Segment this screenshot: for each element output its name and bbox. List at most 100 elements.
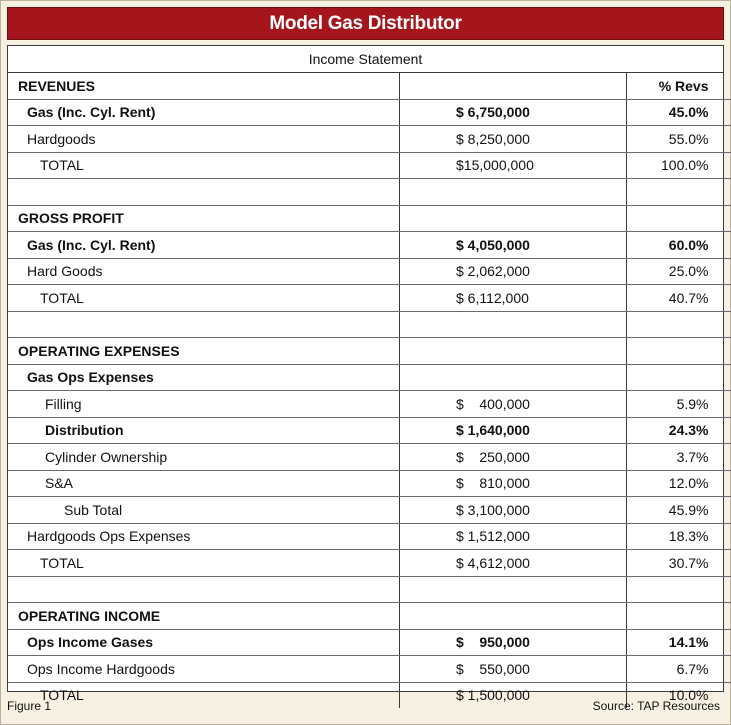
row-percent	[626, 205, 731, 232]
row-label: S&A	[8, 470, 400, 497]
row-label: OPERATING INCOME	[8, 602, 400, 630]
row-label: Gas Ops Expenses	[8, 364, 400, 391]
row-amount-cell	[399, 73, 627, 100]
table-row: TOTAL $ 1,500,000 10.0%	[8, 682, 731, 708]
row-label	[8, 576, 400, 603]
table-row: Cylinder Ownership $ 250,000 3.7%	[8, 443, 731, 471]
row-percent: 5.9%	[626, 390, 731, 418]
row-amount: $ 8,250,000	[456, 130, 530, 147]
row-label: Hardgoods Ops Expenses	[8, 523, 400, 550]
row-percent: 30.7%	[626, 549, 731, 577]
table-row	[8, 576, 731, 603]
row-amount: $ 250,000	[456, 448, 530, 465]
row-percent	[626, 337, 731, 365]
table-row: Ops Income Hardgoods $ 550,000 6.7%	[8, 655, 731, 683]
row-percent: 18.3%	[626, 523, 731, 550]
row-amount-cell	[399, 205, 627, 232]
row-percent: 60.0%	[626, 231, 731, 259]
row-percent: % Revs	[626, 73, 731, 100]
row-percent	[626, 178, 731, 206]
statement-rows: REVENUES % Revs Gas (Inc. Cyl. Rent) $ 6,75…	[8, 73, 731, 708]
row-amount: $ 1,500,000	[456, 687, 530, 704]
row-percent	[626, 576, 731, 603]
row-amount-cell: $ 400,000	[399, 390, 627, 418]
row-amount: $ 2,062,000	[456, 263, 530, 280]
row-amount-cell	[399, 576, 627, 603]
row-amount-cell	[399, 602, 627, 630]
table-row	[8, 311, 731, 338]
table-row: GROSS PROFIT	[8, 205, 731, 232]
row-percent: 10.0%	[668, 687, 709, 704]
row-label: Hardgoods	[8, 125, 400, 153]
row-amount-cell: $ 3,100,000	[399, 496, 627, 524]
row-amount: $ 1,512,000	[456, 528, 530, 545]
row-label: Sub Total	[8, 496, 400, 524]
table-row: Gas (Inc. Cyl. Rent) $ 6,750,000 45.0%	[8, 99, 731, 126]
figure-title: Model Gas Distributor	[7, 7, 724, 40]
row-amount-cell: $ 250,000	[399, 443, 627, 471]
row-amount: $ 810,000	[456, 475, 530, 492]
row-amount: $15,000,000	[456, 157, 534, 174]
row-label: REVENUES	[8, 73, 400, 100]
row-percent: 3.7%	[626, 443, 731, 471]
row-label	[8, 311, 400, 338]
row-label: Hard Goods	[8, 258, 400, 285]
row-amount: $ 950,000	[456, 634, 530, 651]
row-amount: $ 4,612,000	[456, 554, 530, 571]
table-row: Sub Total $ 3,100,000 45.9%	[8, 496, 731, 524]
table-row: Ops Income Gases $ 950,000 14.1%	[8, 629, 731, 656]
table-row: Hardgoods $ 8,250,000 55.0%	[8, 125, 731, 153]
row-percent: 12.0%	[626, 470, 731, 497]
row-percent: 14.1%	[626, 629, 731, 656]
row-label: TOTAL	[8, 284, 400, 312]
row-label: Filling	[8, 390, 400, 418]
row-amount-cell: $15,000,000	[399, 152, 627, 179]
row-amount-cell: $ 1,500,000	[399, 682, 627, 708]
table-row: Gas (Inc. Cyl. Rent) $ 4,050,000 60.0%	[8, 231, 731, 259]
row-label: Ops Income Hardgoods	[8, 655, 400, 683]
row-percent: 45.0%	[626, 99, 731, 126]
row-percent: 25.0%	[626, 258, 731, 285]
row-amount-cell: $ 6,750,000	[399, 99, 627, 126]
table-row	[8, 178, 731, 206]
row-amount: $ 550,000	[456, 660, 530, 677]
table-row: Gas Ops Expenses	[8, 364, 731, 391]
table-row: TOTAL $15,000,000 100.0%	[8, 152, 731, 179]
row-amount: $ 6,750,000	[456, 104, 530, 121]
row-amount: $ 400,000	[456, 395, 530, 412]
row-amount-cell	[399, 337, 627, 365]
table-row: Distribution $ 1,640,000 24.3%	[8, 417, 731, 444]
row-percent: 40.7%	[626, 284, 731, 312]
table-row: REVENUES % Revs	[8, 73, 731, 100]
row-amount-cell: $ 950,000	[399, 629, 627, 656]
row-amount: $ 4,050,000	[456, 236, 530, 253]
row-amount-cell: $ 4,050,000	[399, 231, 627, 259]
row-amount-cell: $ 6,112,000	[399, 284, 627, 312]
row-amount-cell: $ 4,612,000	[399, 549, 627, 577]
table-row: OPERATING EXPENSES	[8, 337, 731, 365]
row-amount: $ 1,640,000	[456, 422, 530, 439]
row-percent: 100.0%	[626, 152, 731, 179]
table-row: TOTAL $ 4,612,000 30.7%	[8, 549, 731, 577]
row-percent	[626, 364, 731, 391]
table-row: Hard Goods $ 2,062,000 25.0%	[8, 258, 731, 285]
row-amount-cell: $ 810,000	[399, 470, 627, 497]
row-label: Gas (Inc. Cyl. Rent)	[8, 99, 400, 126]
row-amount-cell	[399, 311, 627, 338]
row-percent: 55.0%	[626, 125, 731, 153]
figure-caption: Figure 1	[7, 699, 52, 713]
row-label: TOTAL	[8, 152, 400, 179]
row-percent	[626, 311, 731, 338]
table-row: Hardgoods Ops Expenses $ 1,512,000 18.3%	[8, 523, 731, 550]
row-percent: 24.3%	[626, 417, 731, 444]
row-amount-cell: $ 1,640,000	[399, 417, 627, 444]
row-label	[8, 178, 400, 206]
table-row: S&A $ 810,000 12.0%	[8, 470, 731, 497]
table-row: TOTAL $ 6,112,000 40.7%	[8, 284, 731, 312]
row-label: Distribution	[8, 417, 400, 444]
row-label: Cylinder Ownership	[8, 443, 400, 471]
row-amount-cell	[399, 178, 627, 206]
row-percent: 6.7%	[626, 655, 731, 683]
row-percent: 45.9%	[626, 496, 731, 524]
